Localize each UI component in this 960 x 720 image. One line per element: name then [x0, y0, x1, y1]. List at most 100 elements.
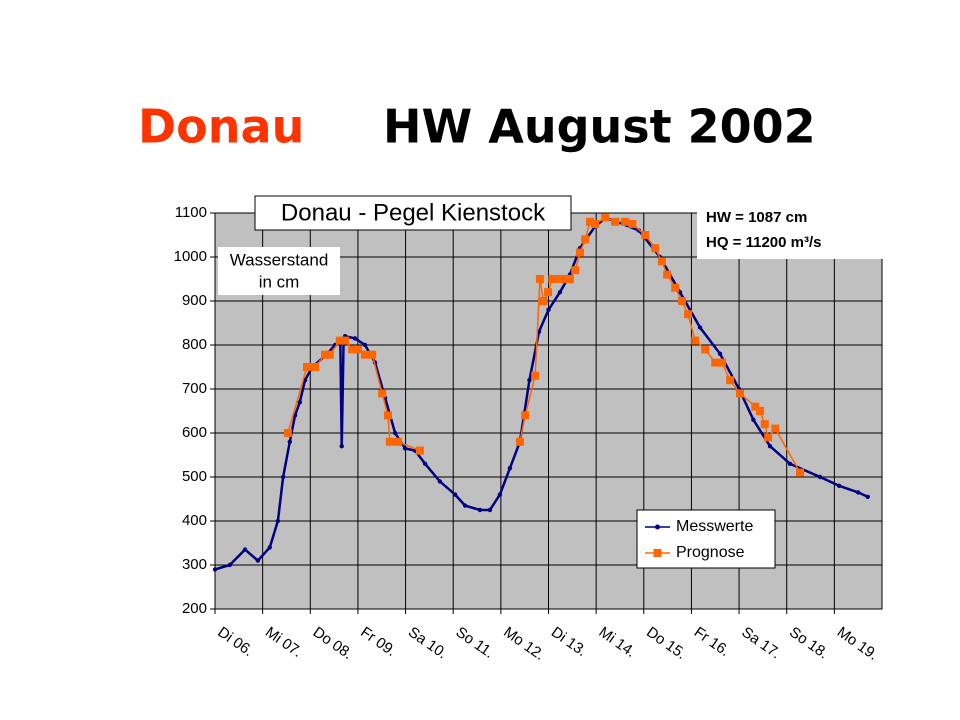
x-tick-label: Di 13.: [548, 624, 590, 660]
point: [212, 567, 218, 572]
x-tick-label: Fr 09.: [357, 624, 399, 660]
point: [575, 248, 584, 257]
point: [717, 358, 726, 367]
point: [565, 275, 574, 283]
point: [535, 275, 544, 283]
point: [571, 266, 580, 275]
point: [585, 217, 594, 226]
x-tick-label: So 18.: [786, 624, 831, 663]
point: [477, 507, 483, 513]
point: [760, 420, 769, 429]
point: [527, 378, 532, 383]
point: [462, 503, 468, 508]
point: [736, 389, 745, 398]
y-tick-label: 500: [182, 468, 207, 485]
point: [392, 430, 398, 436]
title-box: [254, 195, 572, 231]
point: [701, 345, 710, 354]
legend-label: Prognose: [676, 544, 745, 561]
point: [368, 350, 377, 359]
point: [341, 336, 350, 345]
point: [383, 411, 392, 420]
point: [671, 283, 680, 292]
y-tick-label: 1100: [175, 204, 207, 221]
point: [280, 474, 286, 480]
point: [339, 444, 344, 449]
point: [321, 350, 330, 359]
point: [663, 270, 672, 279]
point: [771, 424, 780, 433]
point: [507, 466, 513, 471]
point: [557, 290, 563, 295]
point: [297, 400, 303, 405]
legend-label: Messwerte: [676, 518, 753, 535]
y-tick-label: 200: [182, 600, 207, 617]
x-tick-label: Mo 12.: [500, 624, 547, 664]
legend-marker: [653, 549, 662, 557]
y-label: Wasserstand: [230, 250, 329, 269]
legend-marker: [655, 524, 660, 530]
point: [611, 217, 620, 226]
x-tick-label: Mi 14.: [596, 624, 639, 661]
point: [764, 433, 773, 442]
heading-river: Donau: [138, 100, 304, 154]
point: [756, 407, 765, 415]
point: [796, 468, 805, 477]
x-tick-label: Do 08.: [310, 624, 356, 663]
point: [385, 437, 394, 446]
x-tick-label: Fr 16.: [691, 624, 733, 660]
point: [242, 547, 248, 552]
annotation: HQ = 11200 m³/s: [706, 234, 822, 251]
point: [548, 275, 557, 283]
point: [787, 461, 793, 466]
point: [515, 437, 524, 446]
point: [287, 439, 292, 444]
point: [697, 325, 703, 330]
point: [325, 350, 334, 359]
point: [521, 411, 530, 420]
legend: [636, 509, 776, 569]
annotation-box: [697, 203, 883, 259]
point: [362, 342, 368, 348]
point: [452, 492, 458, 497]
point: [544, 288, 553, 297]
point: [836, 483, 842, 488]
point: [497, 492, 503, 497]
point: [767, 444, 773, 449]
point: [581, 235, 590, 244]
point: [393, 437, 402, 446]
x-tick-label: So 11.: [453, 624, 497, 662]
point: [677, 297, 686, 305]
point: [855, 490, 861, 495]
point: [657, 257, 666, 266]
point: [684, 310, 693, 319]
point: [487, 507, 493, 513]
point: [865, 494, 870, 499]
y-label: in cm: [259, 272, 300, 291]
point: [601, 213, 610, 222]
marks: [212, 213, 870, 572]
point: [422, 461, 428, 466]
x-tick-label: Sa 17.: [739, 624, 784, 663]
point: [437, 479, 443, 484]
x-tick-label: Sa 10.: [405, 624, 450, 663]
point: [227, 562, 232, 568]
x-tick-label: Mo 19.: [834, 624, 881, 664]
x-tick-label: Mi 07.: [262, 624, 305, 661]
point: [751, 417, 756, 422]
y-tick-label: 300: [182, 556, 207, 573]
point: [353, 345, 362, 354]
chart-title: Donau - Pegel Kienstock: [281, 199, 546, 226]
y-tick-label: 800: [182, 336, 207, 353]
point: [561, 275, 570, 283]
point: [717, 351, 723, 356]
point: [335, 336, 344, 345]
series-line: [214, 216, 869, 571]
point: [402, 446, 408, 451]
y-tick-label: 900: [182, 292, 207, 309]
point: [361, 350, 370, 359]
point: [275, 518, 281, 524]
point: [651, 244, 660, 253]
